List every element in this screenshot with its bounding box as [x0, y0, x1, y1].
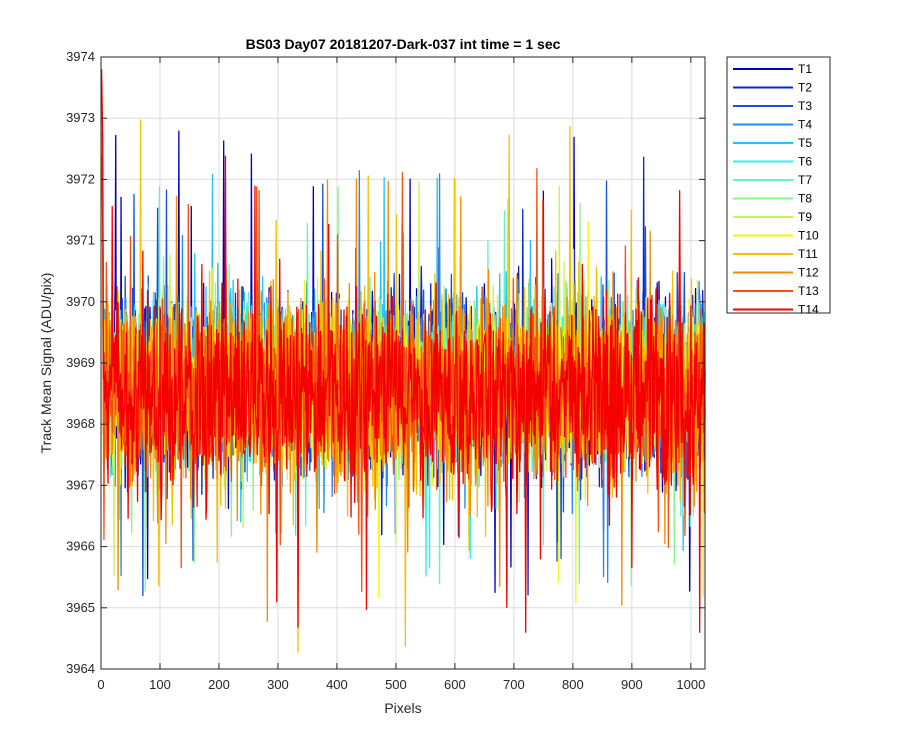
- plot-area: 0 100 200 300 400 500 600 700 800 900 1000 3964396…: [66, 49, 706, 692]
- x-tick-label: 600: [444, 677, 466, 692]
- y-tick-label: 3967: [66, 477, 95, 492]
- legend-label-t8: T8: [798, 192, 812, 206]
- y-tick-label: 3973: [66, 110, 95, 125]
- x-tick-label: 900: [621, 677, 643, 692]
- x-tick-label: 0: [97, 677, 104, 692]
- x-tick-label: 800: [562, 677, 584, 692]
- y-tick-labels: 3964 3965 3966 3967 3968 3969 3970 3971 3972 3973…: [66, 49, 95, 676]
- x-tick-label: 500: [385, 677, 407, 692]
- legend-label-t2: T2: [798, 81, 812, 95]
- x-tick-label: 700: [503, 677, 525, 692]
- legend-box: [726, 56, 831, 314]
- x-tick-label: 200: [208, 677, 230, 692]
- legend-label-t7: T7: [798, 173, 812, 187]
- legend: T1 T2 T3 T4 T5 T6 T7 T8 T9 T10 T11 T12 T13 T14: [726, 56, 831, 317]
- y-tick-label: 3969: [66, 355, 95, 370]
- x-tick-label: 1000: [676, 677, 705, 692]
- y-tick-label: 3970: [66, 294, 95, 309]
- y-axis-label: Track Mean Signal (ADU/pix): [38, 273, 54, 454]
- y-tick-label: 3966: [66, 539, 95, 554]
- legend-label-t4: T4: [798, 118, 812, 132]
- y-tick-label: 3965: [66, 600, 95, 615]
- x-tick-label: 400: [326, 677, 348, 692]
- y-tick-label: 3968: [66, 416, 95, 431]
- x-tick-label: 100: [149, 677, 171, 692]
- series-line-t14: [100, 69, 706, 633]
- y-tick-label: 3972: [66, 171, 95, 186]
- legend-label-t12: T12: [798, 266, 819, 280]
- legend-label-t9: T9: [798, 210, 812, 224]
- ticks: [100, 56, 705, 670]
- legend-label-t6: T6: [798, 155, 812, 169]
- legend-label-t13: T13: [798, 284, 819, 298]
- x-tick-labels: 0 100 200 300 400 500 600 700 800 900 1000: [97, 677, 705, 692]
- y-tick-label: 3974: [66, 49, 95, 64]
- legend-label-t1: T1: [798, 62, 812, 76]
- legend-label-t11: T11: [798, 247, 818, 261]
- legend-label-t5: T5: [798, 136, 812, 150]
- y-tick-label: 3971: [66, 233, 95, 248]
- legend-items: T1 T2 T3 T4 T5 T6 T7 T8 T9 T10 T11 T12 T13 T14: [733, 62, 819, 317]
- series-layer: [100, 69, 706, 653]
- legend-label-t14: T14: [798, 303, 819, 317]
- x-axis-label: Pixels: [384, 700, 421, 716]
- x-tick-label: 300: [267, 677, 289, 692]
- legend-label-t10: T10: [798, 229, 819, 243]
- legend-label-t3: T3: [798, 99, 812, 113]
- y-tick-label: 3964: [66, 661, 95, 676]
- chart-title: BS03 Day07 20181207-Dark-037 int time = …: [246, 36, 561, 52]
